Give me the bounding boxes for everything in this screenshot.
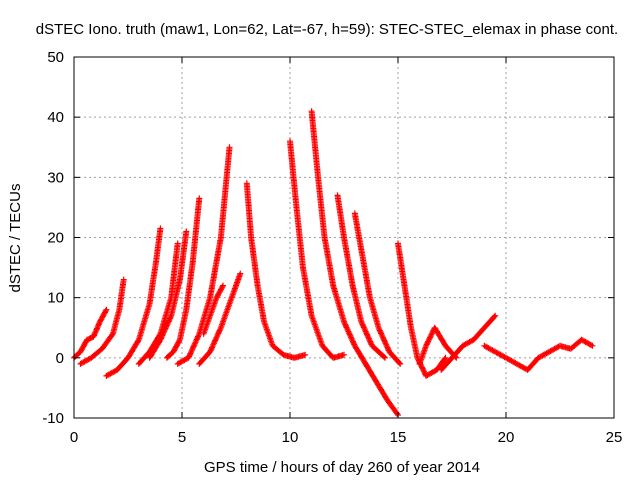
x-tick-label: 0 [70, 429, 78, 446]
y-tick-label: 50 [47, 49, 64, 66]
y-axis-label: dSTEC / TECUs [7, 184, 24, 293]
y-tick-label: 30 [47, 169, 64, 186]
chart-title: dSTEC Iono. truth (maw1, Lon=62, Lat=-67… [36, 21, 618, 38]
y-tick-label: 20 [47, 230, 64, 247]
plus-markers [71, 108, 596, 418]
x-tick-label: 5 [178, 429, 186, 446]
data-points [71, 108, 596, 418]
y-tick-label: 40 [47, 109, 64, 126]
x-tick-label: 10 [282, 429, 299, 446]
y-tick-label: 10 [47, 290, 64, 307]
x-axis-label: GPS time / hours of day 260 of year 2014 [204, 459, 480, 476]
x-tick-label: 20 [498, 429, 515, 446]
x-tick-label: 15 [390, 429, 407, 446]
x-axis-ticks: 0 5 10 15 20 25 [70, 57, 623, 446]
x-tick-label: 25 [606, 429, 623, 446]
y-tick-label: -10 [42, 410, 64, 427]
y-axis-ticks: -10 0 10 20 30 40 50 [42, 49, 614, 427]
y-tick-label: 0 [56, 350, 64, 367]
